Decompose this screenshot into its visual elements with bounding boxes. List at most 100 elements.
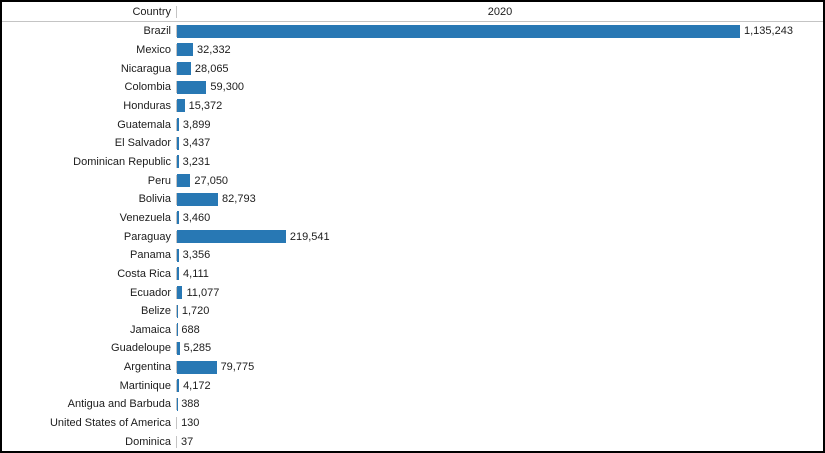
value-label: 3,460 bbox=[182, 211, 211, 224]
bar-cell: 82,793 bbox=[177, 192, 823, 206]
value-label: 32,332 bbox=[197, 43, 231, 56]
value-bar bbox=[177, 43, 194, 57]
year-column-header: 2020 bbox=[487, 5, 513, 18]
country-label: Peru bbox=[2, 174, 177, 187]
bar-cell: 3,460 bbox=[177, 211, 823, 225]
country-label: Paraguay bbox=[2, 230, 177, 243]
country-label: Guadeloupe bbox=[2, 342, 177, 355]
table-row: El Salvador 3,437 bbox=[2, 134, 823, 153]
table-row: Jamaica 688 bbox=[2, 321, 823, 340]
value-label: 688 bbox=[181, 323, 200, 336]
table-row: Argentina 79,775 bbox=[2, 358, 823, 377]
value-bar bbox=[177, 379, 180, 393]
country-label: Argentina bbox=[2, 361, 177, 374]
bar-cell: 11,077 bbox=[177, 286, 823, 300]
country-label: Dominican Republic bbox=[2, 155, 177, 168]
bar-cell: 1,720 bbox=[177, 304, 823, 318]
value-label: 388 bbox=[181, 398, 200, 411]
country-label: Guatemala bbox=[2, 118, 177, 131]
value-bar bbox=[177, 24, 740, 38]
value-label: 15,372 bbox=[188, 99, 223, 112]
bar-cell: 15,372 bbox=[177, 99, 823, 113]
country-label: Mexico bbox=[2, 43, 177, 56]
country-label: Dominica bbox=[2, 435, 177, 448]
bar-cell: 27,050 bbox=[177, 174, 823, 188]
table-row: Honduras 15,372 bbox=[2, 97, 823, 116]
value-bar bbox=[177, 136, 179, 150]
table-row: Guatemala 3,899 bbox=[2, 115, 823, 134]
country-label: Costa Rica bbox=[2, 267, 177, 280]
country-label: United States of America bbox=[2, 417, 177, 430]
value-bar bbox=[177, 230, 286, 244]
value-bar bbox=[177, 286, 183, 300]
table-row: Ecuador 11,077 bbox=[2, 283, 823, 302]
bar-cell: 79,775 bbox=[177, 360, 823, 374]
table-row: Costa Rica 4,111 bbox=[2, 265, 823, 284]
country-label: Nicaragua bbox=[2, 62, 177, 75]
table-row: Mexico 32,332 bbox=[2, 41, 823, 60]
value-bar bbox=[177, 192, 219, 206]
bar-cell: 5,285 bbox=[177, 341, 823, 355]
bar-cell: 59,300 bbox=[177, 80, 823, 94]
table-row: United States of America 130 bbox=[2, 414, 823, 433]
table-row: Colombia 59,300 bbox=[2, 78, 823, 97]
bar-cell: 1,135,243 bbox=[177, 24, 823, 38]
country-label: Martinique bbox=[2, 379, 177, 392]
table-row: Guadeloupe 5,285 bbox=[2, 339, 823, 358]
bar-cell: 37 bbox=[177, 435, 823, 449]
value-bar bbox=[177, 62, 191, 76]
bar-cell: 3,356 bbox=[177, 248, 823, 262]
bar-cell: 32,332 bbox=[177, 43, 823, 57]
value-bar bbox=[177, 155, 179, 169]
value-bar bbox=[177, 304, 178, 318]
value-label: 1,135,243 bbox=[744, 25, 793, 38]
country-label: El Salvador bbox=[2, 137, 177, 150]
country-label: Honduras bbox=[2, 99, 177, 112]
value-label: 11,077 bbox=[186, 286, 220, 299]
country-label: Antigua and Barbuda bbox=[2, 398, 177, 411]
country-label: Venezuela bbox=[2, 211, 177, 224]
value-label: 4,172 bbox=[183, 379, 211, 392]
value-label: 28,065 bbox=[194, 62, 229, 75]
value-bar bbox=[177, 341, 180, 355]
value-label: 1,720 bbox=[181, 305, 210, 318]
table-header-row: Country 2020 bbox=[2, 2, 823, 22]
value-label: 3,437 bbox=[182, 137, 211, 150]
bar-cell: 4,172 bbox=[177, 379, 823, 393]
bar-cell: 28,065 bbox=[177, 62, 823, 76]
value-label: 82,793 bbox=[222, 193, 256, 206]
bar-cell: 3,437 bbox=[177, 136, 823, 150]
country-label: Jamaica bbox=[2, 323, 177, 336]
value-bar bbox=[177, 267, 180, 281]
table-row: Dominican Republic 3,231 bbox=[2, 153, 823, 172]
table-row: Brazil 1,135,243 bbox=[2, 22, 823, 41]
table-row: Belize 1,720 bbox=[2, 302, 823, 321]
table-row: Panama 3,356 bbox=[2, 246, 823, 265]
table-row: Paraguay 219,541 bbox=[2, 227, 823, 246]
value-bar bbox=[177, 248, 179, 262]
bar-cell: 130 bbox=[177, 416, 823, 430]
value-label: 27,050 bbox=[194, 174, 229, 187]
table-row: Dominica 37 bbox=[2, 432, 823, 451]
chart-body: Brazil 1,135,243 Mexico 32,332 Nicaragua 28,0… bbox=[2, 22, 823, 451]
bar-cell: 219,541 bbox=[177, 230, 823, 244]
value-label: 3,356 bbox=[182, 249, 211, 262]
value-bar bbox=[177, 118, 179, 132]
bar-cell: 688 bbox=[177, 323, 823, 337]
table-row: Nicaragua 28,065 bbox=[2, 59, 823, 78]
country-label: Colombia bbox=[2, 81, 177, 94]
bar-cell: 3,899 bbox=[177, 118, 823, 132]
table-row: Venezuela 3,460 bbox=[2, 209, 823, 228]
country-column-header: Country bbox=[2, 5, 177, 18]
value-bar bbox=[177, 99, 185, 113]
bar-cell: 3,231 bbox=[177, 155, 823, 169]
value-label: 3,231 bbox=[182, 155, 211, 168]
value-label: 4,111 bbox=[183, 267, 209, 280]
country-label: Bolivia bbox=[2, 193, 177, 206]
country-label: Brazil bbox=[2, 25, 177, 38]
value-bar bbox=[177, 174, 191, 188]
value-label: 5,285 bbox=[183, 342, 212, 355]
value-label: 130 bbox=[181, 417, 200, 430]
table-row: Martinique 4,172 bbox=[2, 376, 823, 395]
value-bar bbox=[177, 211, 179, 225]
